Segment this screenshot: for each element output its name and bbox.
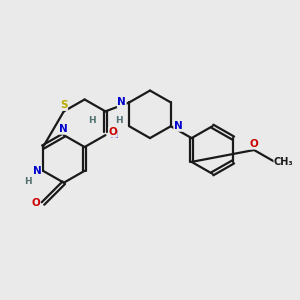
Text: H: H (24, 177, 32, 186)
Text: N: N (110, 130, 119, 140)
Text: N: N (117, 98, 126, 107)
Text: N: N (174, 121, 183, 131)
Text: O: O (109, 127, 117, 137)
Text: N: N (59, 124, 68, 134)
Text: CH₃: CH₃ (274, 157, 294, 167)
Text: H: H (115, 116, 123, 125)
Text: S: S (60, 100, 68, 110)
Text: H: H (88, 116, 96, 125)
Text: O: O (31, 199, 40, 208)
Text: N: N (33, 166, 41, 176)
Text: O: O (250, 139, 258, 149)
